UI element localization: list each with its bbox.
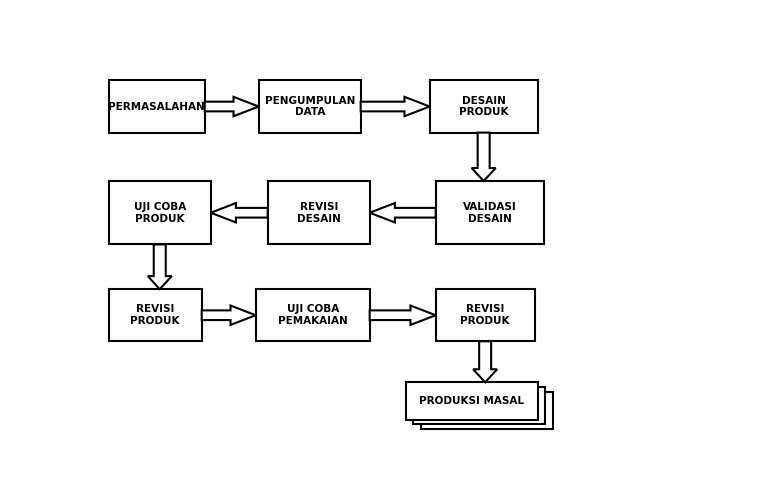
Polygon shape bbox=[361, 97, 430, 116]
Bar bbox=[255, 289, 370, 341]
Text: DESAIN
PRODUK: DESAIN PRODUK bbox=[459, 96, 509, 117]
Polygon shape bbox=[211, 203, 268, 223]
Polygon shape bbox=[370, 203, 436, 223]
Text: VALIDASI
DESAIN: VALIDASI DESAIN bbox=[463, 202, 516, 224]
Text: UJI COBA
PEMAKAIAN: UJI COBA PEMAKAIAN bbox=[278, 304, 348, 326]
Polygon shape bbox=[204, 97, 259, 116]
Text: PRODUKSI MASAL: PRODUKSI MASAL bbox=[420, 396, 524, 406]
Bar bbox=[259, 80, 361, 133]
Text: PENGUMPULAN
DATA: PENGUMPULAN DATA bbox=[265, 96, 355, 117]
Text: REVISI
PRODUK: REVISI PRODUK bbox=[131, 304, 180, 326]
Bar bbox=[406, 382, 538, 420]
Polygon shape bbox=[202, 305, 255, 325]
Bar bbox=[421, 392, 553, 429]
Bar bbox=[108, 80, 204, 133]
Polygon shape bbox=[370, 305, 436, 325]
Bar bbox=[430, 80, 538, 133]
Text: UJI COBA
PRODUK: UJI COBA PRODUK bbox=[134, 202, 186, 224]
Bar bbox=[436, 181, 543, 244]
Text: PERMASALAHAN: PERMASALAHAN bbox=[108, 102, 205, 111]
Text: REVISI
PRODUK: REVISI PRODUK bbox=[461, 304, 510, 326]
Polygon shape bbox=[471, 133, 495, 181]
Bar bbox=[413, 387, 546, 424]
Polygon shape bbox=[473, 341, 497, 382]
Bar bbox=[436, 289, 535, 341]
Bar bbox=[108, 289, 202, 341]
Bar bbox=[268, 181, 370, 244]
Text: REVISI
DESAIN: REVISI DESAIN bbox=[296, 202, 341, 224]
Bar bbox=[108, 181, 211, 244]
Polygon shape bbox=[148, 244, 172, 289]
